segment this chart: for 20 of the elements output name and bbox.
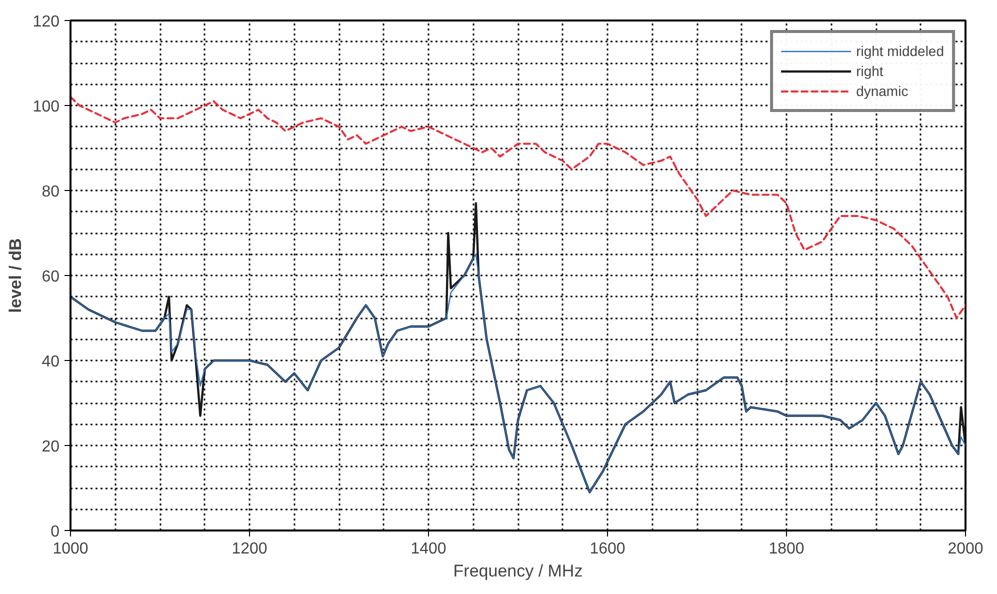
y-tick-label: 20 (42, 438, 60, 456)
x-tick-label: 1200 (232, 540, 268, 558)
y-tick-label: 40 (42, 354, 60, 370)
legend-label: right middeled (856, 43, 944, 59)
x-tick-label: 1600 (590, 540, 626, 558)
y-tick-label: 0 (50, 524, 60, 540)
y-axis-title: level / dB (6, 238, 25, 313)
x-tick-label: 2000 (948, 540, 984, 558)
line-series (70, 202, 966, 494)
x-tick-label: 1000 (52, 540, 88, 558)
x-axis-title: Frequency / MHz (453, 562, 583, 580)
y-tick-label: 120 (32, 14, 60, 30)
y-tick-label: 60 (42, 268, 60, 286)
legend-label: dynamic (856, 83, 908, 99)
line-series (70, 254, 966, 493)
y-tick-label: 100 (32, 98, 60, 116)
y-tick-label: 80 (42, 184, 60, 200)
x-tick-label: 1400 (410, 540, 446, 558)
x-tick-label: 1800 (768, 540, 804, 558)
legend-label: right (856, 63, 884, 79)
